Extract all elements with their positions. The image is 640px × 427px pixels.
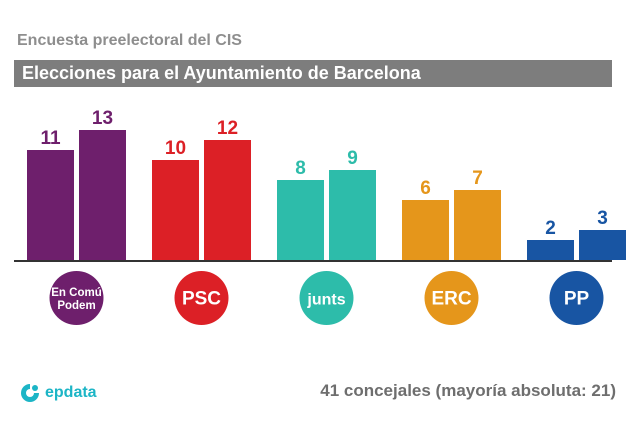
- bar-2-2: [204, 140, 251, 260]
- chart-title: Elecciones para el Ayuntamiento de Barce…: [22, 63, 421, 83]
- bar-5-1: [527, 240, 574, 260]
- brand-logo: epdata: [20, 382, 97, 404]
- party-logo-label: En Comú: [51, 287, 101, 299]
- bar-2-1: [152, 160, 199, 260]
- party-logo-2: [174, 271, 229, 325]
- bar-value-label: 12: [217, 118, 238, 139]
- party-logo-label: junts: [306, 292, 345, 309]
- bar-value-label: 7: [472, 168, 483, 189]
- party-logo-label: PP: [564, 289, 590, 310]
- bar-value-label: 9: [347, 148, 358, 169]
- party-logo-label: ERC: [431, 289, 471, 310]
- bar-3-1: [277, 180, 324, 260]
- chart-title-bar: Elecciones para el Ayuntamiento de Barce…: [14, 60, 612, 87]
- seats-note: 41 concejales (mayoría absoluta: 21): [320, 381, 616, 400]
- brand-name: epdata: [45, 384, 97, 401]
- bar-value-label: 6: [420, 178, 431, 199]
- bar-value-label: 8: [295, 158, 306, 179]
- bar-5-2: [579, 230, 626, 260]
- chart-subtitle: Encuesta preelectoral del CIS: [17, 32, 242, 49]
- bar-value-label: 3: [597, 208, 608, 229]
- bar-3-2: [329, 170, 376, 260]
- bar-1-2: [79, 130, 126, 260]
- bar-value-label: 2: [545, 218, 556, 239]
- party-logo-1: [49, 271, 104, 325]
- bar-1-1: [27, 150, 74, 260]
- party-logo-5: [549, 271, 604, 325]
- party-logo-4: [424, 271, 479, 325]
- epdata-icon: [21, 383, 40, 402]
- bar-4-1: [402, 200, 449, 260]
- party-logo-label: PSC: [182, 289, 221, 310]
- bar-4-2: [454, 190, 501, 260]
- bar-value-label: 11: [40, 128, 61, 149]
- bar-value-label: 10: [165, 138, 186, 159]
- party-logo-3: [299, 271, 354, 325]
- bar-value-label: 13: [92, 108, 113, 129]
- party-logo-label: Podem: [57, 300, 95, 312]
